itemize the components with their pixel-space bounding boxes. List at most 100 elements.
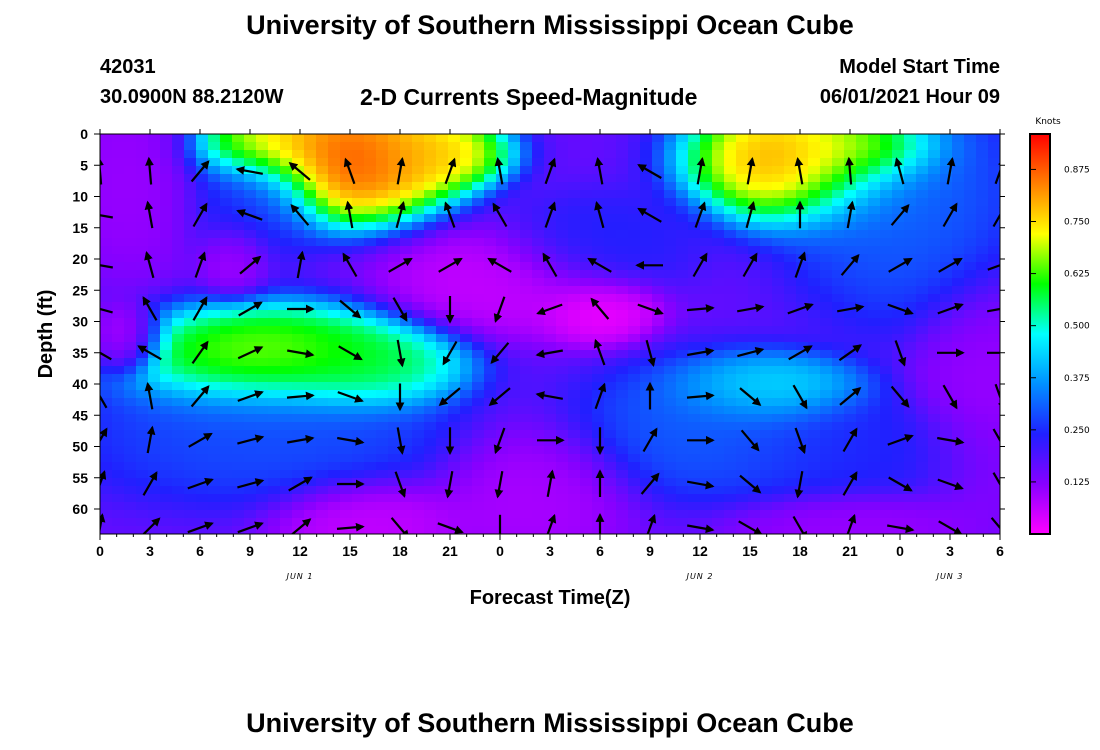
heatmap-cell (484, 454, 497, 463)
heatmap-cell (760, 494, 773, 503)
heatmap-cell (604, 326, 617, 335)
heatmap-cell (796, 342, 809, 351)
current-arrow (238, 301, 263, 317)
heatmap-cell (628, 222, 641, 231)
heatmap-cell (148, 390, 161, 399)
heatmap-cell (832, 270, 845, 279)
heatmap-cell (772, 286, 785, 295)
current-arrow (792, 384, 808, 410)
heatmap-cell (208, 478, 221, 487)
heatmap-cell (496, 318, 509, 327)
current-arrow (546, 469, 556, 497)
current-arrow (887, 434, 914, 446)
heatmap-cell (316, 462, 329, 471)
heatmap-cell (244, 358, 257, 367)
heatmap-cell (544, 310, 557, 319)
heatmap-cell (904, 278, 917, 287)
heatmap-cell (244, 334, 257, 343)
heatmap-cell (268, 438, 281, 447)
heatmap-cell (376, 342, 389, 351)
current-arrow (444, 471, 454, 499)
heatmap-cell (112, 350, 125, 359)
heatmap-cell (208, 270, 221, 279)
heatmap-cell (244, 438, 257, 447)
heatmap-cell (772, 406, 785, 415)
heatmap-cell (400, 158, 413, 167)
heatmap-cell (748, 422, 761, 431)
heatmap-cell (352, 222, 365, 231)
heatmap-cell (220, 262, 233, 271)
heatmap-cell (220, 406, 233, 415)
heatmap-cell (712, 510, 725, 519)
heatmap-cell (844, 326, 857, 335)
heatmap-cell (412, 190, 425, 199)
heatmap-cell (916, 366, 929, 375)
heatmap-cell (352, 430, 365, 439)
heatmap-cell (172, 422, 185, 431)
heatmap-cell (304, 462, 317, 471)
heatmap-cell (364, 254, 377, 263)
heatmap-cell (412, 470, 425, 479)
heatmap-cell (424, 310, 437, 319)
heatmap-cell (976, 150, 989, 159)
heatmap-cell (172, 494, 185, 503)
heatmap-cell (412, 286, 425, 295)
heatmap-cell (580, 230, 593, 239)
heatmap-cell (184, 302, 197, 311)
heatmap-cell (436, 230, 449, 239)
heatmap-cell (604, 382, 617, 391)
heatmap-cell (616, 174, 629, 183)
heatmap-cell (472, 526, 485, 534)
heatmap-cell (832, 390, 845, 399)
heatmap-cell (472, 142, 485, 151)
heatmap-cell (292, 198, 305, 207)
heatmap-cell (664, 414, 677, 423)
heatmap-cell (868, 502, 881, 511)
heatmap-cell (808, 206, 821, 215)
heatmap-cell (280, 350, 293, 359)
heatmap-cell (124, 254, 137, 263)
heatmap-cell (352, 382, 365, 391)
heatmap-cell (232, 254, 245, 263)
heatmap-cell (820, 254, 833, 263)
current-arrow (637, 164, 662, 179)
heatmap-cell (196, 518, 209, 527)
heatmap-cell (256, 358, 269, 367)
heatmap-cell (304, 486, 317, 495)
heatmap-cell (832, 494, 845, 503)
heatmap-cell (280, 406, 293, 415)
heatmap-cell (736, 238, 749, 247)
heatmap-cell (820, 166, 833, 175)
heatmap-cell (472, 350, 485, 359)
heatmap-cell (832, 422, 845, 431)
heatmap-cell (208, 422, 221, 431)
heatmap-cell (736, 134, 749, 143)
heatmap-cell (304, 230, 317, 239)
heatmap-cell (964, 414, 977, 423)
heatmap-cell (988, 390, 1000, 399)
heatmap-cell (784, 182, 797, 191)
heatmap-cell (652, 430, 665, 439)
heatmap-cell (904, 246, 917, 255)
heatmap-cell (580, 222, 593, 231)
heatmap-cell (820, 326, 833, 335)
heatmap-cell (736, 302, 749, 311)
heatmap-cell (424, 454, 437, 463)
heatmap-cell (808, 374, 821, 383)
heatmap-cell (148, 174, 161, 183)
heatmap-cell (208, 374, 221, 383)
heatmap-cell (904, 174, 917, 183)
heatmap-cell (400, 358, 413, 367)
heatmap-cell (784, 382, 797, 391)
heatmap-cell (712, 150, 725, 159)
current-arrow (794, 471, 804, 499)
heatmap-cell (256, 502, 269, 511)
current-arrow (937, 302, 964, 315)
heatmap-cell (208, 134, 221, 143)
heatmap-cell (760, 390, 773, 399)
heatmap-cell (292, 350, 305, 359)
heatmap-cell (508, 406, 521, 415)
heatmap-cell (124, 358, 137, 367)
heatmap-cell (496, 334, 509, 343)
heatmap-cell (832, 286, 845, 295)
